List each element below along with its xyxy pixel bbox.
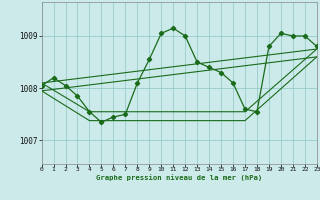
X-axis label: Graphe pression niveau de la mer (hPa): Graphe pression niveau de la mer (hPa): [96, 174, 262, 181]
